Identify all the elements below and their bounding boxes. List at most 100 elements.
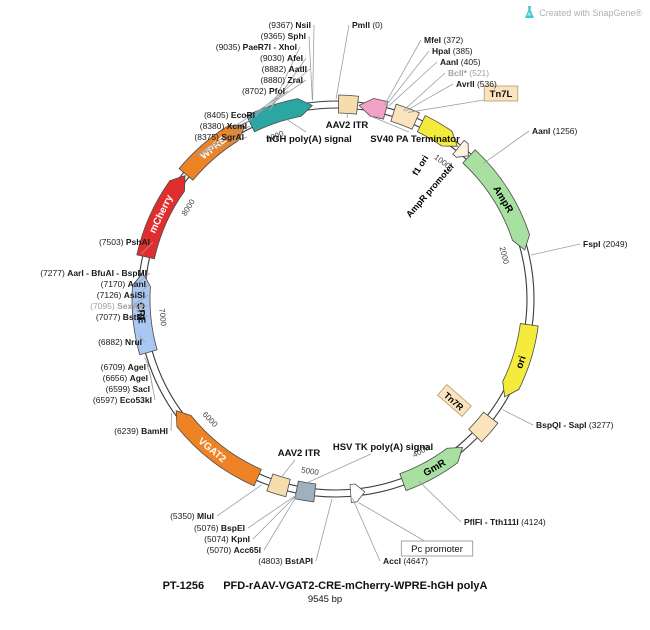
float-label-aav2-itr[interactable]: AAV2 ITR	[278, 448, 321, 459]
tick-label-6000: 6000	[201, 410, 220, 429]
enzyme-label-bcli-521[interactable]: BclI* (521)	[448, 68, 489, 78]
enzyme-label-bstapi-4803[interactable]: (4803) BstAPI	[258, 556, 313, 566]
enzyme-leader-bcli-521	[402, 72, 446, 111]
enzyme-label-bspei-5076[interactable]: (5076) BspEI	[194, 523, 245, 533]
float-label-hsv-tk-poly-a-signal[interactable]: HSV TK poly(A) signal	[333, 442, 433, 453]
enzyme-leader-pfoi-8702	[230, 90, 289, 130]
enzyme-leader-aani-405	[388, 61, 438, 107]
float-label-tn7l[interactable]: Tn7L	[490, 89, 513, 100]
enzyme-leader-bspqi-sapi-3277	[502, 409, 534, 426]
feature-gmr[interactable]	[399, 446, 464, 492]
enzyme-label-afei-9030[interactable]: (9030) AfeI	[260, 53, 303, 63]
enzyme-leader-acc65i-5070	[263, 494, 298, 551]
label-box-pc-promoter	[400, 540, 474, 557]
enzyme-label-nrui-6882[interactable]: (6882) NruI	[98, 337, 142, 347]
enzyme-label-acc65i-5070[interactable]: (5070) Acc65I	[207, 545, 261, 555]
feature-aav2-itr[interactable]	[266, 473, 291, 498]
enzyme-label-hpai-385[interactable]: HpaI (385)	[432, 46, 473, 56]
enzyme-label-agei-6709[interactable]: (6709) AgeI	[101, 362, 146, 372]
float-label-hgh-poly-a-signal[interactable]: hGH poly(A) signal	[266, 134, 352, 145]
enzyme-leader-aatii-8882	[251, 68, 311, 119]
feature-label-f1-ori[interactable]: f1 ori	[410, 153, 430, 177]
leader-line-hgh-poly-a-signal	[286, 119, 307, 133]
enzyme-label-avrii-536[interactable]: AvrII (536)	[456, 79, 497, 89]
enzyme-leader-aari-bfuai-bspmi-7277	[136, 272, 151, 284]
float-label-aav2-itr[interactable]: AAV2 ITR	[326, 120, 369, 131]
feature-cre[interactable]	[131, 272, 158, 356]
enzyme-label-saci-6599[interactable]: (6599) SacI	[106, 384, 150, 394]
enzyme-label-sgrai-8375[interactable]: (8375) SgrAI	[194, 132, 244, 142]
enzyme-leader-sphi-9365	[308, 35, 313, 101]
enzyme-label-bstbi-7077[interactable]: (7077) BstBI	[96, 312, 145, 322]
leader-line-aav2-itr	[281, 459, 296, 478]
leader-line-sv40-pa-terminator	[370, 115, 410, 133]
enzyme-label-mlui-5350[interactable]: (5350) MluI	[170, 511, 214, 521]
feature-pc-promoter[interactable]	[349, 483, 366, 503]
label-box-tn7l	[483, 85, 519, 102]
feature-sv40-pa-terminator[interactable]	[358, 98, 389, 120]
feature-hsv-tk-poly-a-signal[interactable]	[294, 480, 317, 503]
feature-ori[interactable]	[502, 323, 539, 398]
enzyme-label-xcmi-8380[interactable]: (8380) XcmI	[200, 121, 247, 131]
enzyme-leader-aani-1256	[482, 130, 530, 164]
float-label-pc-promoter[interactable]: Pc promoter	[411, 544, 463, 555]
feature-tn7r[interactable]	[468, 411, 499, 443]
feature-ampr[interactable]	[462, 149, 531, 251]
enzyme-label-eco53ki-6597[interactable]: (6597) Eco53kI	[93, 395, 152, 405]
enzyme-label-pshai-7503[interactable]: (7503) PshAI	[99, 237, 150, 247]
enzyme-label-aani-405[interactable]: AanI (405)	[440, 57, 481, 67]
feature-label-box-tn7r[interactable]: Tn7R	[437, 384, 472, 417]
enzyme-label-bspqi-sapi-3277[interactable]: BspQI - SapI (3277)	[536, 420, 614, 430]
feature-mcherry[interactable]	[136, 174, 186, 260]
enzyme-label-mfei-372[interactable]: MfeI (372)	[424, 35, 463, 45]
enzyme-leader-eco53ki-6597	[149, 371, 156, 401]
enzyme-label-kpni-5074[interactable]: (5074) KpnI	[204, 534, 250, 544]
feature-f1-ori[interactable]	[416, 115, 458, 147]
enzyme-label-sexai-7095[interactable]: (7095) SexAI*	[90, 301, 145, 311]
title-block: PT-1256 PFD-rAAV-VGAT2-CRE-mCherry-WPRE-…	[0, 580, 650, 605]
enzyme-leader-avrii-536	[404, 83, 454, 112]
enzyme-label-paer7i-xhoi-9035[interactable]: (9035) PaeR7I - XhoI	[216, 42, 297, 52]
snapgene-watermark: Created with SnapGene®	[524, 6, 642, 19]
feature-vgat2[interactable]	[175, 410, 262, 487]
enzyme-leader-pmli-0	[335, 24, 350, 100]
snapgene-logo-icon	[525, 6, 535, 18]
enzyme-label-pfoi-8702[interactable]: (8702) PfoI	[242, 86, 285, 96]
enzyme-leader-mfei-372	[384, 39, 422, 106]
enzyme-label-aari-bfuai-bspmi-7277[interactable]: (7277) AarI - BfuAI - BspMI	[40, 268, 147, 278]
enzyme-label-aani-7170[interactable]: (7170) AanI	[101, 279, 146, 289]
enzyme-label-fspi-2049[interactable]: FspI (2049)	[583, 239, 628, 249]
enzyme-leader-fspi-2049	[531, 243, 581, 256]
feature-wpre[interactable]	[178, 125, 246, 181]
enzyme-leader-bamhi-6239	[170, 412, 172, 432]
enzyme-label-zrai-8880[interactable]: (8880) ZraI	[260, 75, 303, 85]
enzyme-label-nsii-9367[interactable]: (9367) NsiI	[268, 20, 311, 30]
feature-ampr-promoter[interactable]	[452, 139, 469, 158]
feature-label-ori[interactable]: ori	[514, 354, 529, 370]
enzyme-label-pflfi-tth111i-4124[interactable]: PflFI - Tth111I (4124)	[464, 517, 546, 527]
feature-tn7l[interactable]	[390, 103, 420, 130]
enzyme-label-pmli-0[interactable]: PmlI (0)	[352, 20, 383, 30]
enzyme-leader-bstapi-4803	[315, 498, 333, 562]
title-line: PT-1256 PFD-rAAV-VGAT2-CRE-mCherry-WPRE-…	[0, 580, 650, 592]
enzyme-label-agei-6656[interactable]: (6656) AgeI	[103, 373, 148, 383]
enzyme-leader-kpni-5074	[252, 494, 297, 540]
tick-label-7000: 7000	[157, 308, 168, 327]
enzyme-leader-afei-9030	[269, 57, 307, 111]
enzyme-label-bamhi-6239[interactable]: (6239) BamHI	[114, 426, 168, 436]
feature-hgh-poly-a-signal[interactable]	[246, 98, 314, 133]
enzyme-label-asisi-7126[interactable]: (7126) AsiSI	[97, 290, 145, 300]
enzyme-label-aatii-8882[interactable]: (8882) AatII	[262, 64, 307, 74]
enzyme-leader-aani-7170	[135, 283, 150, 298]
enzyme-label-acci-4647[interactable]: AccI (4647)	[383, 556, 428, 566]
enzyme-label-sphi-9365[interactable]: (9365) SphI	[261, 31, 306, 41]
enzyme-leader-bstbi-7077	[136, 309, 149, 318]
float-label-sv40-pa-terminator[interactable]: SV40 PA Terminator	[370, 134, 460, 145]
enzyme-leader-nrui-6882	[139, 334, 146, 343]
enzyme-leader-sgrai-8375	[196, 136, 248, 156]
enzyme-leader-agei-6709	[144, 357, 150, 368]
enzyme-label-ecori-8405[interactable]: (8405) EcoRI	[204, 110, 255, 120]
leader-line-tn7l	[408, 99, 485, 113]
enzyme-label-aani-1256[interactable]: AanI (1256)	[532, 126, 578, 136]
feature-aav2-itr[interactable]	[338, 94, 359, 115]
